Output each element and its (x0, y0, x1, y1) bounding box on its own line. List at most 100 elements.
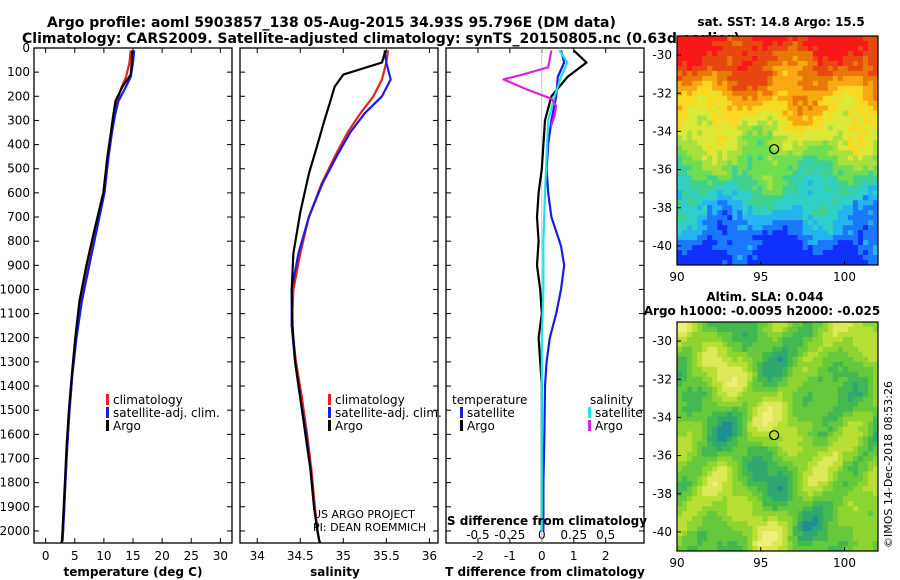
map-cell (777, 386, 783, 393)
map-cell (832, 125, 839, 131)
project-credit: US ARGO PROJECT (313, 508, 415, 521)
map-cell (767, 376, 773, 383)
map-cell (687, 235, 693, 241)
map-cell (707, 90, 713, 97)
map-cell (732, 526, 738, 532)
map-cell (712, 190, 718, 196)
map-cell (857, 140, 864, 146)
map-cell (697, 230, 703, 236)
map-cell (792, 170, 799, 176)
map-cell (722, 160, 728, 166)
map-cell (762, 220, 768, 226)
map-cell (702, 546, 708, 552)
map-cell (812, 115, 819, 122)
map-cell (722, 371, 728, 378)
map-cell (752, 356, 758, 363)
map-cell (827, 120, 834, 127)
map-cell (822, 411, 829, 417)
map-cell (752, 521, 758, 527)
map-cell (777, 240, 783, 246)
map-cell (797, 205, 804, 211)
map-cell (712, 401, 718, 408)
map-cell (717, 322, 723, 328)
map-cell (827, 391, 834, 398)
map-cell (712, 225, 718, 231)
map-cell (747, 185, 753, 191)
map-cell (807, 80, 814, 87)
map-cell (682, 95, 688, 102)
map-cell (702, 401, 708, 408)
map-cell (702, 95, 708, 102)
map-cell (747, 426, 753, 432)
map-cell (812, 341, 819, 348)
map-cell (872, 526, 879, 532)
map-cell (782, 411, 788, 417)
map-cell (687, 451, 693, 457)
map-cell (717, 200, 723, 206)
map-cell (802, 110, 809, 117)
map-cell (782, 40, 788, 47)
map-cell (832, 486, 839, 492)
map-cell (857, 80, 864, 87)
map-cell (872, 406, 879, 413)
map-cell (732, 511, 738, 517)
map-cell (807, 491, 814, 497)
map-cell (862, 526, 869, 532)
map-cell (802, 75, 809, 82)
x-tick-label: 25 (184, 549, 199, 563)
map-cell (707, 55, 713, 62)
map-cell (787, 130, 793, 136)
map-cell (867, 476, 874, 482)
map-cell (857, 220, 864, 226)
map-cell (707, 431, 713, 437)
map-cell (692, 471, 698, 477)
map-cell (832, 441, 839, 447)
map-cell (717, 140, 723, 146)
map-cell (767, 160, 773, 166)
map-cell (812, 220, 819, 226)
map-cell (777, 481, 783, 487)
map-cell (852, 36, 859, 42)
map-cell (787, 255, 793, 261)
map-cell (752, 526, 758, 532)
map-cell (872, 60, 879, 67)
map-cell (727, 185, 733, 191)
map-cell (762, 531, 768, 537)
map-cell (782, 50, 788, 57)
map-cell (782, 250, 788, 256)
map-cell (727, 391, 733, 398)
map-cell (702, 260, 708, 266)
depth-tick-label: 1900 (0, 500, 30, 514)
map-cell (857, 501, 864, 507)
map-cell (682, 426, 688, 432)
map-cell (837, 75, 844, 82)
map-cell (722, 130, 728, 136)
map-cell (747, 471, 753, 477)
map-cell (802, 546, 809, 552)
map-cell (787, 80, 793, 87)
map-cell (827, 80, 834, 87)
map-cell (722, 120, 728, 127)
map-cell (782, 466, 788, 472)
map-cell (767, 486, 773, 492)
map-cell (787, 481, 793, 487)
map-cell (727, 130, 733, 136)
map-cell (832, 100, 839, 107)
map-cell (732, 516, 738, 522)
map-cell (792, 496, 799, 502)
map-cell (737, 190, 743, 196)
map-cell (832, 371, 839, 378)
map-cell (842, 230, 849, 236)
map-cell (817, 45, 824, 52)
map-cell (687, 125, 693, 131)
map-cell (737, 75, 743, 82)
map-cell (727, 65, 733, 72)
map-cell (857, 461, 864, 467)
map-cell (797, 120, 804, 127)
map-cell (787, 506, 793, 512)
map-cell (832, 431, 839, 437)
map-cell (682, 436, 688, 442)
map-cell (757, 476, 763, 482)
map-cell (777, 356, 783, 363)
map-cell (792, 366, 799, 373)
